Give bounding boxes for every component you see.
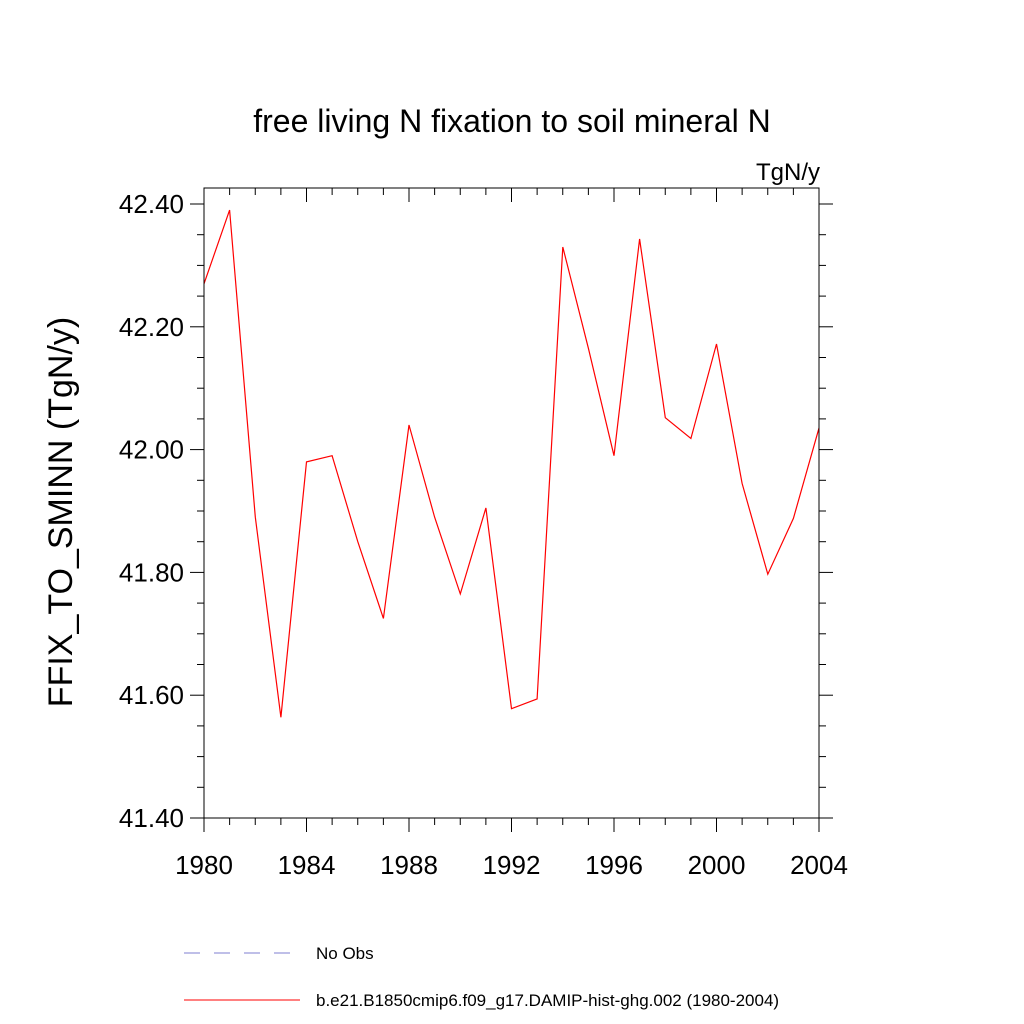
- legend-label-model: b.e21.B1850cmip6.f09_g17.DAMIP-hist-ghg.…: [316, 991, 779, 1010]
- x-tick-label: 1996: [585, 850, 643, 880]
- y-tick-label: 41.80: [119, 557, 184, 587]
- y-tick-label: 41.40: [119, 803, 184, 833]
- series-line: [203, 209, 820, 718]
- axis-ticks: [190, 188, 833, 832]
- legend: No Obs b.e21.B1850cmip6.f09_g17.DAMIP-hi…: [184, 944, 779, 1010]
- units-label: TgN/y: [756, 159, 820, 186]
- x-tick-label: 2004: [790, 850, 848, 880]
- y-tick-label: 41.60: [119, 680, 184, 710]
- tick-labels: 1980 1984 1988 1992 1996 2000 2004 41.40 41.60 41…: [119, 189, 848, 880]
- y-tick-label: 42.20: [119, 312, 184, 342]
- x-tick-label: 1992: [483, 850, 541, 880]
- x-tick-label: 1988: [380, 850, 438, 880]
- x-tick-label: 1984: [278, 850, 336, 880]
- y-tick-label: 42.00: [119, 435, 184, 465]
- x-tick-label: 1980: [175, 850, 233, 880]
- x-tick-label: 2000: [688, 850, 746, 880]
- legend-label-no-obs: No Obs: [316, 944, 374, 963]
- y-axis-label: FFIX_TO_SMINN (TgN/y): [42, 317, 80, 707]
- series-layer: [203, 209, 820, 718]
- chart-title: free living N fixation to soil mineral N: [253, 103, 771, 139]
- y-tick-label: 42.40: [119, 189, 184, 219]
- plot-frame: [203, 187, 820, 819]
